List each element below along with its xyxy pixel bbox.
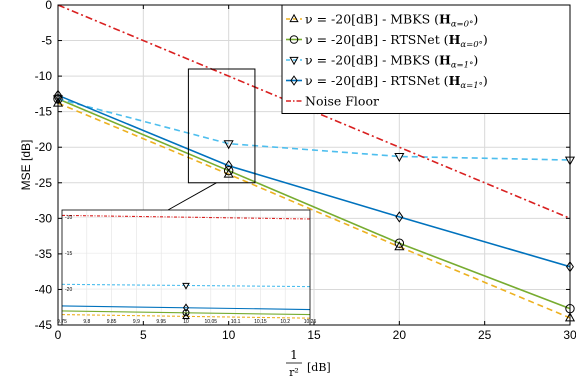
legend-entry-matrix: H — [439, 12, 451, 27]
inset-series-line-4 — [62, 214, 310, 220]
series-line-1 — [58, 98, 570, 310]
inset-series-group — [62, 214, 310, 319]
inset-series-line-2 — [62, 283, 310, 288]
legend-marker-3 — [290, 75, 298, 86]
zoom-connector — [167, 182, 217, 211]
legend-entry-text: ν = -20[dB] - MBKS ( — [305, 53, 439, 68]
y-tick-label: -15 — [35, 105, 53, 119]
inset-x-tick-label: 9.8 — [83, 319, 90, 325]
y-tick-label: -25 — [35, 176, 53, 190]
inset-series-line-3 — [62, 305, 310, 311]
inset-y-tick-label: -20 — [65, 287, 72, 293]
legend-entry-4: Noise Floor — [305, 94, 379, 109]
inset-x-tick-label: 10.05 — [205, 319, 218, 325]
legend-marker-2 — [289, 56, 299, 66]
inset-x-tick-label: 9.85 — [107, 319, 117, 325]
y-tick-label: 0 — [45, 0, 52, 12]
data-point-s1-2 — [394, 238, 405, 248]
inset-x-tick-label: 9.9 — [133, 319, 140, 325]
data-point-s1-1 — [223, 165, 234, 176]
series-line-3 — [58, 94, 570, 268]
axis-ticks: 0 5 10 15 20 25 30 0 -5 -10 -15 -20 -25 -30 -35 -40 -45 — [35, 0, 576, 342]
y-tick-label: -5 — [41, 34, 52, 48]
x-axis-label-denominator: r² — [289, 366, 299, 379]
legend-entry-2: ν = -20[dB] - MBKS (Hα=1°) — [305, 53, 478, 71]
legend-entry-subscript: α=1° — [451, 61, 474, 71]
inset-x-tick-label: 10.2 — [280, 319, 290, 325]
series-line-0 — [58, 102, 570, 319]
inset-x-tick-label: 10.15 — [254, 319, 267, 325]
y-tick-label: -45 — [35, 318, 53, 332]
legend-entry-matrix: H — [449, 73, 461, 88]
series-line-2 — [58, 98, 570, 161]
legend-marker-1 — [289, 35, 299, 44]
legend-entry-3: ν = -20[dB] - RTSNet (Hα=1°) — [305, 73, 488, 91]
y-tick-label: -35 — [35, 247, 53, 261]
legend-entry-matrix: H — [439, 53, 451, 68]
x-tick-label: 5 — [140, 328, 147, 342]
y-axis-label: MSE [dB] — [19, 140, 33, 191]
legend-entry-text: Noise Floor — [305, 94, 379, 109]
x-tick-label: 25 — [478, 328, 492, 342]
x-tick-label: 30 — [563, 328, 576, 342]
x-axis-label-unit: [dB] — [307, 361, 331, 374]
legend-entry-0: ν = -20[dB] - MBKS (Hα=0°) — [305, 12, 478, 30]
legend-entry-subscript: α=0° — [460, 40, 483, 50]
legend-entry-text: ν = -20[dB] - MBKS ( — [305, 12, 439, 27]
legend-marker-0 — [289, 13, 299, 23]
legend-entry-subscript: α=1° — [460, 81, 483, 91]
legend-entry-close: ) — [473, 53, 478, 68]
data-point-s2-2 — [394, 153, 405, 163]
inset-data-point-3 — [182, 303, 190, 313]
legend-entry-text: ν = -20[dB] - RTSNet ( — [305, 73, 449, 88]
x-tick-label: 0 — [55, 328, 62, 342]
y-tick-label: -40 — [35, 282, 53, 296]
zoom-rectangle — [187, 68, 256, 184]
inset-x-tick-label: 9.75 — [57, 319, 67, 325]
inset-x-tick-label: 10.25 — [304, 319, 317, 325]
legend-entry-text: ν = -20[dB] - RTSNet ( — [305, 32, 449, 47]
data-point-s0-1 — [223, 168, 234, 178]
legend-box — [281, 4, 571, 114]
data-point-s0-2 — [394, 241, 405, 251]
inset-data-point-1 — [182, 309, 190, 317]
legend-entry-close: ) — [473, 12, 478, 27]
legend-entry-1: ν = -20[dB] - RTSNet (Hα=0°) — [305, 32, 488, 50]
legend-entry-subscript: α=0° — [451, 20, 474, 30]
y-tick-label: -10 — [35, 69, 53, 83]
legend-entry-matrix: H — [449, 32, 461, 47]
x-axis-label-numerator: 1 — [290, 348, 298, 362]
series-group — [58, 5, 570, 319]
legend: ν = -20[dB] - MBKS (Hα=0°)ν = -20[dB] - … — [281, 4, 571, 114]
data-point-s2-1 — [223, 140, 234, 150]
inset-x-tick-label: 10 — [183, 319, 189, 325]
data-point-s3-2 — [395, 211, 404, 223]
x-tick-label: 20 — [393, 328, 407, 342]
inset-x-tick-label: 10.1 — [231, 319, 241, 325]
legend-entry-close: ) — [483, 32, 488, 47]
legend-entry-close: ) — [483, 73, 488, 88]
y-tick-label: -20 — [35, 140, 53, 154]
inset-x-tick-label: 9.95 — [156, 319, 166, 325]
axis-labels: MSE [dB] 1 r² [dB] — [19, 140, 331, 379]
inset-series-line-0 — [62, 314, 310, 319]
x-tick-label: 10 — [222, 328, 236, 342]
series-line-4 — [58, 5, 570, 220]
data-point-s3-1 — [224, 160, 233, 172]
inset-data-point-2 — [182, 282, 190, 290]
inset-plot: 9.75 9.8 9.85 9.9 9.95 10 10.05 10.1 10.15 10.2 10… — [57, 209, 317, 326]
y-tick-label: -30 — [35, 211, 53, 225]
inset-y-tick-label: -10 — [65, 215, 72, 221]
x-tick-label: 15 — [307, 328, 321, 342]
inset-y-tick-label: -15 — [65, 251, 72, 257]
zoom-box — [167, 68, 256, 211]
